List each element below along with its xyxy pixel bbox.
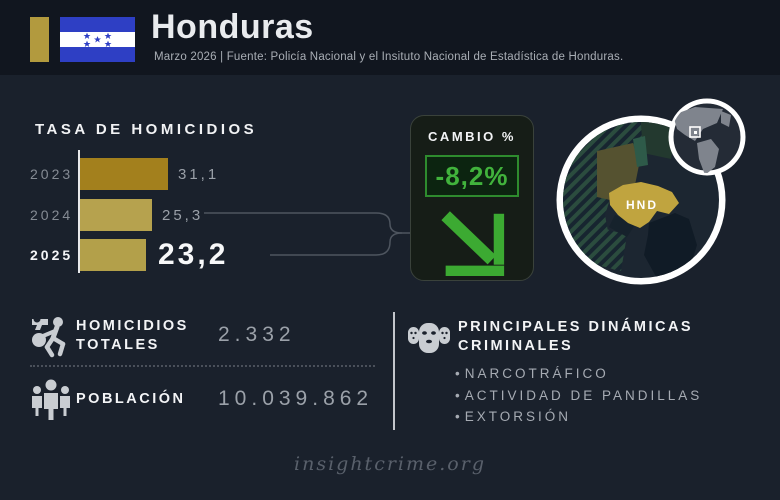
source-subtitle: Marzo 2026 | Fuente: Policía Nacional y … [154, 51, 624, 63]
globe-marker [689, 126, 701, 138]
ski-masks-icon [408, 323, 450, 353]
brand-footer: insightcrime.org [294, 453, 486, 475]
bar-row-2023: 2023 31,1 [30, 157, 510, 191]
population-icon [32, 379, 70, 420]
header: Honduras Marzo 2026 | Fuente: Policía Na… [0, 0, 780, 75]
bar-row-2024: 2024 25,3 [30, 198, 510, 232]
divider-dotted [30, 365, 375, 367]
stat-label-population: POBLACIÓN [76, 391, 186, 407]
bar-year-label: 2024 [30, 207, 74, 223]
stat-label-homicides: HOMICIDIOS TOTALES [76, 318, 189, 353]
dynamics-item: NARCOTRÁFICO [455, 366, 609, 381]
globe-inset [673, 107, 731, 173]
country-map: HND [556, 98, 746, 285]
dynamics-title: PRINCIPALES DINÁMICAS CRIMINALES [458, 319, 694, 354]
bar-value-label: 25,3 [162, 206, 204, 224]
map-country-code: HND [626, 198, 658, 212]
chart-title: TASA DE HOMICIDIOS [35, 121, 258, 138]
bar-row-2025: 2025 23,2 [30, 238, 510, 272]
robber-gun-icon [32, 315, 66, 358]
dynamics-item: EXTORSIÓN [455, 409, 571, 424]
bar-year-label: 2025 [30, 247, 74, 263]
map-ring [556, 115, 726, 285]
map-nicaragua [644, 213, 697, 278]
brace-connector [204, 212, 412, 256]
map-honduras [609, 182, 679, 228]
change-label: CAMBIO % [428, 129, 516, 144]
dynamics-item: ACTIVIDAD DE PANDILLAS [455, 388, 702, 403]
arrow-down-right-icon [441, 211, 505, 276]
bar-2025 [80, 239, 146, 271]
change-panel: CAMBIO % -8,2% [410, 115, 534, 281]
divider-vertical [393, 312, 395, 430]
bar-2023 [80, 158, 168, 190]
bar-value-label: 23,2 [158, 238, 229, 271]
bar-2024 [80, 199, 152, 231]
stat-value-homicides: 2.332 [218, 323, 296, 346]
bar-value-label: 31,1 [178, 165, 220, 183]
page-title: Honduras [151, 8, 314, 46]
change-value-badge: -8,2% [425, 155, 519, 197]
chart-axis [78, 150, 80, 273]
honduras-flag-icon [60, 17, 135, 62]
bar-year-label: 2023 [30, 166, 74, 182]
accent-bar [30, 17, 49, 62]
stat-value-population: 10.039.862 [218, 387, 374, 410]
